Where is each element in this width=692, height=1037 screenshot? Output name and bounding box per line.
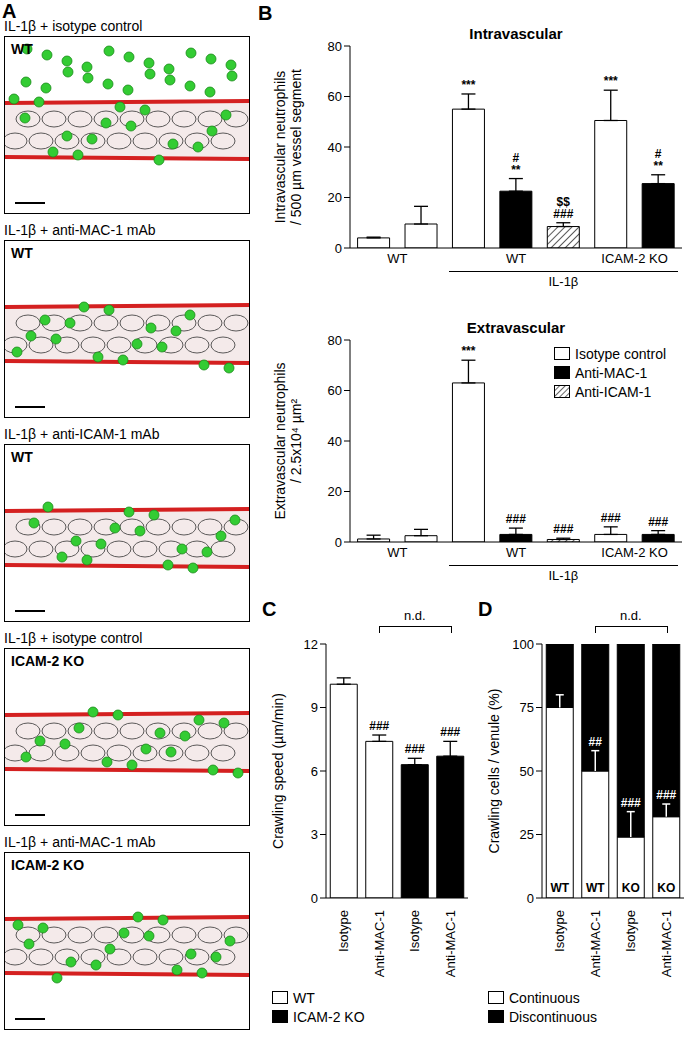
html-text:IL-1β: IL-1β xyxy=(548,274,579,289)
svg-text:***: *** xyxy=(461,78,475,92)
html-text:WT: WT xyxy=(505,251,527,266)
svg-text:WT: WT xyxy=(586,881,605,895)
html-text:/ 500 µm vessel segment: / 500 µm vessel segment xyxy=(288,69,304,225)
html-text:IL-1β + anti-ICAM-1 mAb: IL-1β + anti-ICAM-1 mAb xyxy=(4,426,160,442)
svg-text:40: 40 xyxy=(328,140,342,155)
html-text:B: B xyxy=(258,2,273,24)
svg-text:Isotype: Isotype xyxy=(552,910,567,952)
svg-text:Anti-MAC-1: Anti-MAC-1 xyxy=(659,910,674,977)
svg-text:###: ### xyxy=(440,725,460,739)
html-text:IL-1β + anti-MAC-1 mAb: IL-1β + anti-MAC-1 mAb xyxy=(4,222,156,238)
html-text:n.d.: n.d. xyxy=(403,608,426,623)
svg-text:6: 6 xyxy=(311,764,318,779)
html-text:Extravascular neutrophils: Extravascular neutrophils xyxy=(272,362,288,520)
svg-text:###: ### xyxy=(405,742,425,756)
html-text:Intravascular neutrophils: Intravascular neutrophils xyxy=(272,70,288,224)
html-text:ICAM-2 KO: ICAM-2 KO xyxy=(293,1008,365,1025)
svg-text:***: *** xyxy=(461,344,475,358)
html-text:WT: WT xyxy=(11,449,33,465)
svg-text:20: 20 xyxy=(328,484,342,499)
html-text:Crawling cells / venule (%): Crawling cells / venule (%) xyxy=(486,688,502,854)
svg-text:Isotype: Isotype xyxy=(623,910,638,952)
html-text:/ 2.5x10⁴ µm²: / 2.5x10⁴ µm² xyxy=(288,399,304,484)
svg-text:###: ### xyxy=(621,796,641,810)
html-text:Isotype control: Isotype control xyxy=(575,345,667,362)
html-text:Intravascular: Intravascular xyxy=(469,25,563,42)
svg-text:###: ### xyxy=(506,512,526,526)
html-text:Crawling speed (µm/min): Crawling speed (µm/min) xyxy=(270,693,286,849)
svg-text:60: 60 xyxy=(328,89,342,104)
html-text:A: A xyxy=(2,0,17,22)
svg-text:***: *** xyxy=(604,74,618,88)
svg-text:12: 12 xyxy=(304,637,318,652)
svg-text:**: ** xyxy=(653,159,663,173)
html-text:IL-1β: IL-1β xyxy=(548,568,579,583)
html-text:WT: WT xyxy=(11,245,33,261)
svg-text:###: ### xyxy=(553,207,573,221)
html-text:Continuous: Continuous xyxy=(509,989,580,1006)
html-text:ICAM-2 KO: ICAM-2 KO xyxy=(601,251,668,266)
html-text:IL-1β + anti-MAC-1 mAb: IL-1β + anti-MAC-1 mAb xyxy=(4,834,156,850)
svg-text:###: ### xyxy=(601,511,621,525)
html-text:IL-1β + isotype control: IL-1β + isotype control xyxy=(4,630,143,646)
svg-text:###: ### xyxy=(369,719,389,733)
svg-text:3: 3 xyxy=(311,827,318,842)
html-text:WT: WT xyxy=(293,989,315,1006)
svg-text:KO: KO xyxy=(622,881,640,895)
html-text:Discontinuous: Discontinuous xyxy=(509,1008,597,1025)
svg-text:9: 9 xyxy=(311,700,318,715)
svg-text:0: 0 xyxy=(335,241,342,256)
svg-text:###: ### xyxy=(648,515,668,529)
html-text:IL-1β + isotype control: IL-1β + isotype control xyxy=(4,18,143,34)
html-text:Anti-ICAM-1: Anti-ICAM-1 xyxy=(575,383,652,400)
html-text:WT: WT xyxy=(387,251,408,266)
svg-text:0: 0 xyxy=(335,535,342,550)
svg-text:0: 0 xyxy=(527,891,534,906)
svg-text:50: 50 xyxy=(520,764,534,779)
svg-text:Anti-MAC-1: Anti-MAC-1 xyxy=(372,910,387,977)
svg-text:Isotype: Isotype xyxy=(336,910,351,952)
svg-text:75: 75 xyxy=(520,700,534,715)
html-text:ICAM-2 KO: ICAM-2 KO xyxy=(11,857,85,873)
svg-text:KO: KO xyxy=(657,881,675,895)
svg-text:WT: WT xyxy=(550,881,569,895)
html-text:WT: WT xyxy=(387,545,408,560)
svg-text:25: 25 xyxy=(520,827,534,842)
html-text:ICAM-2 KO: ICAM-2 KO xyxy=(11,653,85,669)
svg-text:###: ### xyxy=(553,522,573,536)
html-text:WT: WT xyxy=(505,545,527,560)
svg-text:0: 0 xyxy=(311,891,318,906)
svg-text:Anti-MAC-1: Anti-MAC-1 xyxy=(588,910,603,977)
svg-text:**: ** xyxy=(511,163,521,177)
svg-text:40: 40 xyxy=(328,434,342,449)
svg-text:60: 60 xyxy=(328,383,342,398)
svg-text:Isotype: Isotype xyxy=(407,910,422,952)
svg-text:80: 80 xyxy=(328,333,342,348)
html-text:D: D xyxy=(478,598,493,620)
svg-text:Anti-MAC-1: Anti-MAC-1 xyxy=(443,910,458,977)
html-text:C: C xyxy=(262,598,277,620)
html-text:Extravascular: Extravascular xyxy=(466,319,566,336)
html-text:WT: WT xyxy=(11,41,33,57)
svg-text:###: ### xyxy=(656,788,676,802)
html-text:Anti-MAC-1: Anti-MAC-1 xyxy=(575,364,648,381)
svg-text:100: 100 xyxy=(512,637,534,652)
html-text:n.d.: n.d. xyxy=(619,608,642,623)
html-text:ICAM-2 KO: ICAM-2 KO xyxy=(601,545,668,560)
svg-text:20: 20 xyxy=(328,190,342,205)
svg-text:80: 80 xyxy=(328,39,342,54)
svg-text:##: ## xyxy=(589,735,603,749)
